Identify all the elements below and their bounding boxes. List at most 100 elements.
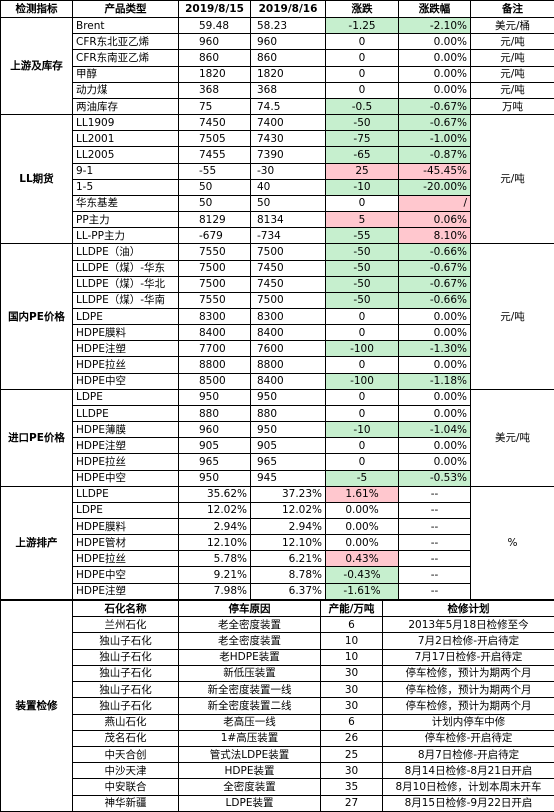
change-pct: -1.00% [398,130,471,148]
value-day1: 2.94% [178,518,251,536]
section-label: 装置检修 [0,600,73,812]
value-day2: 8.78% [250,566,326,584]
section-label: LL期货 [0,114,73,245]
change-pct: -- [398,485,471,503]
shutdown-reason: 全密度装置 [178,778,321,796]
change: 0.43% [325,550,399,568]
header-cell: 涨跌幅 [398,0,471,19]
change: -1.25 [325,17,399,35]
header-cell: 涨跌 [325,0,399,19]
product: CFR东南亚乙烯 [72,49,179,67]
value-day1: -55 [178,162,251,180]
change-pct: -0.87% [398,146,471,164]
change-pct: -2.10% [398,17,471,35]
change-pct: 8.10% [398,227,471,245]
data-row: LDPE 12.02% 12.02% 0.00% -- [1,501,554,520]
product: HDPE薄膜 [72,421,179,439]
change-pct: 0.06% [398,211,471,229]
value-day2: 12.10% [250,534,326,552]
indicator-table: 检测指标 产品类型 2019/8/15 2019/8/16 涨跌 涨跌幅 备注 上游及库存 Br… [0,0,554,601]
section-label: 上游及库存 [0,17,73,116]
plant-name: 茂名石化 [72,729,179,747]
data-row: HDPE膜料 8400 8400 0 0.00% [1,324,554,342]
value-day2: 8800 [250,356,326,374]
value-day2: -734 [250,227,326,245]
data-row: HDPE注塑 7.98% 6.37% -1.61% -- [1,582,554,601]
change-pct: / [398,194,471,213]
product: 动力煤 [72,81,179,99]
header-cell: 备注 [470,0,554,19]
value-day1: 960 [178,33,251,51]
maintenance-row: 燕山石化 老高压一线 6 计划内停车中修 [1,713,554,731]
maintenance-plan: 停车检修-开启待定 [382,729,554,747]
value-day2: 2.94% [250,518,326,536]
data-row: LDPE 8300 8300 0 0.00% [1,307,554,326]
value-day2: 8400 [250,372,326,390]
product: CFR东北亚乙烯 [72,33,179,51]
change: -50 [325,114,399,132]
data-row: LL2005 7455 7390 -65 -0.87% [1,146,554,164]
change-pct: -1.30% [398,340,471,358]
maintenance-row: 独山子石化 新全密度装置一线 30 停车检修，预计为期两个月 [1,681,554,699]
note: 元/吨 [470,81,554,99]
data-row: 华东基差 50 50 0/ [1,194,554,213]
note: 美元/桶 [470,17,554,35]
change: 0 [325,437,399,455]
value-day1: 7.98% [178,582,251,601]
change-pct: 0.00% [398,437,471,455]
change-pct: -- [398,582,471,601]
change-pct: 0.00% [398,307,471,326]
value-day2: 6.21% [250,550,326,568]
value-day2: 12.02% [250,501,326,520]
change: 0 [325,81,399,99]
note: 美元/吨 [470,388,554,487]
maintenance-plan: 7月17日检修-开启待定 [382,648,554,666]
shutdown-reason: 管式法LDPE装置 [178,745,321,764]
capacity: 30 [320,762,383,780]
shutdown-reason: 1#高压装置 [178,729,321,747]
value-day2: 1820 [250,65,326,83]
data-row: 上游排产 LLDPE 35.62% 37.23% 1.61% --% [0,485,554,601]
data-row: 进口PE价格 LDPE 950 950 0 0.00% 美元/吨 [0,388,554,487]
capacity: 6 [320,616,383,634]
plant-name: 独山子石化 [72,697,179,715]
change-pct: -0.67% [398,97,471,116]
note: 元/吨 [470,49,554,67]
product: LLDPE [72,404,179,423]
shutdown-reason: 老全密度装置 [178,632,321,650]
capacity: 30 [320,664,383,683]
value-day2: 905 [250,437,326,455]
capacity: 10 [320,648,383,666]
shutdown-reason: 新全密度装置二线 [178,697,321,715]
value-day2: 50 [250,194,326,213]
change: 0 [325,388,399,406]
maintenance-plan: 7月2日检修-开启待定 [382,632,554,650]
maintenance-plan: 2013年5月18日检修至今 [382,616,554,634]
product: HDPE注塑 [72,340,179,358]
capacity: 27 [320,794,383,812]
plant-name: 独山子石化 [72,664,179,683]
change-pct: -0.67% [398,114,471,132]
value-day1: 59.48 [178,17,251,35]
product: 9-1 [72,162,179,180]
change: -50 [325,291,399,309]
shutdown-reason: 新低压装置 [178,664,321,683]
change: 0.00% [325,534,399,552]
change-pct: 0.00% [398,65,471,83]
capacity: 10 [320,632,383,650]
value-day2: 7400 [250,114,326,132]
value-day2: -30 [250,162,326,180]
change: -55 [325,227,399,245]
change: -10 [325,178,399,196]
note: 元/吨 [470,33,554,51]
maintenance-row: 独山子石化 新低压装置 30 停车检修，预计为期两个月 [1,664,554,683]
section-label: 进口PE价格 [0,388,73,487]
change-pct: -0.53% [398,469,471,487]
change-pct: 0.00% [398,356,471,374]
data-row: 上游及库存 Brent 59.48 58.23 -1.25 -2.10% 美元/桶 [0,17,554,116]
value-day1: 8400 [178,324,251,342]
note: 元/吨 [470,65,554,83]
value-day2: 8134 [250,211,326,229]
value-day1: 1820 [178,65,251,83]
